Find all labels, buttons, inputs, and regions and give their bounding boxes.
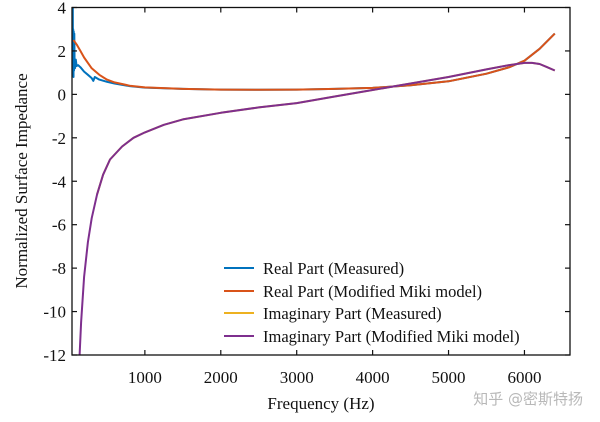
x-tick-label: 4000 [356,368,390,387]
legend-box [216,255,561,347]
x-tick-label: 1000 [128,368,162,387]
y-tick-label: -10 [43,303,66,322]
y-axis-label: Normalized Surface Impedance [12,73,31,288]
x-tick-label: 2000 [204,368,238,387]
series-line-imaginary-part-modified-miki-model [78,61,556,355]
y-tick-label: -4 [52,172,67,191]
y-tick-label: -6 [52,216,66,235]
legend-label-real-measured: Real Part (Measured) [263,259,404,278]
series-line-real-part-measured [72,7,556,91]
legend-label-imag-model: Imaginary Part (Modified Miki model) [263,327,520,346]
series-layer [72,7,556,355]
legend: Real Part (Measured) Real Part (Modified… [216,255,561,347]
x-axis-label: Frequency (Hz) [267,394,374,413]
legend-label-imag-measured: Imaginary Part (Measured) [263,304,442,323]
y-tick-label: -8 [52,259,66,278]
y-tick-label: -2 [52,129,66,148]
y-tick-label: 0 [58,85,67,104]
y-tick-label: 4 [58,0,67,18]
x-tick-label: 5000 [432,368,466,387]
series-line-real-part-modified-miki-model [72,32,556,91]
y-tick-label: 2 [58,42,67,61]
ticks-layer: 1000 2000 3000 4000 5000 6000 4 2 0 -2 -4 -6 -8 -10 -1… [43,0,570,387]
legend-label-real-model: Real Part (Modified Miki model) [263,282,482,301]
series-line-imaginary-part-measured [96,61,556,195]
watermark: 知乎 @密斯特扬 [473,390,583,408]
x-tick-label: 6000 [507,368,541,387]
x-tick-label: 3000 [280,368,314,387]
y-tick-label: -12 [43,346,66,365]
